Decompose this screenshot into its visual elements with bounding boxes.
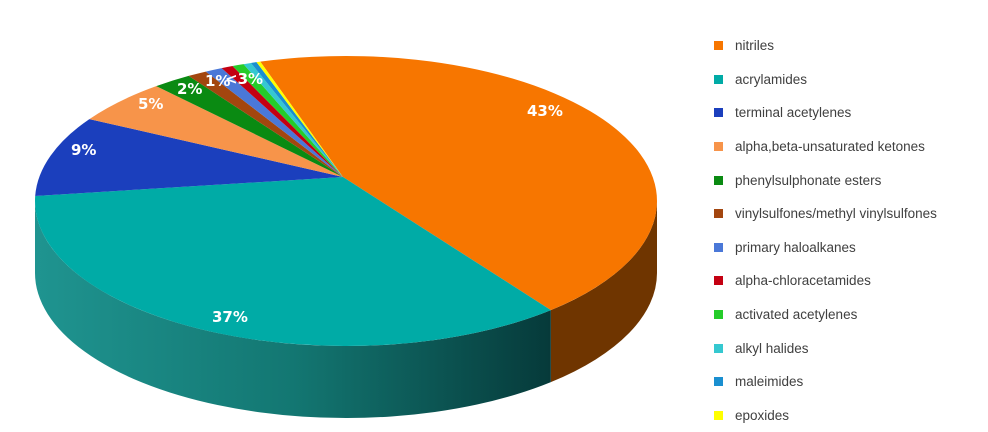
legend-item-activated-acetylenes: activated acetylenes: [714, 298, 937, 332]
pie-slice-acrylamides: [34, 177, 551, 346]
legend-label: maleimides: [735, 374, 804, 390]
pie-slice-alpha-beta-unsaturated-ketones: [89, 86, 343, 177]
legend-label: nitriles: [735, 38, 775, 54]
pie-side-acrylamides: [35, 201, 551, 418]
legend-item-primary-haloalkanes: primary haloalkanes: [714, 231, 937, 265]
legend-swatch: [714, 41, 723, 51]
legend-item-maleimides: maleimides: [714, 365, 937, 399]
legend-item-alpha-beta-unsaturated-ketones: alpha,beta-unsaturated ketones: [714, 130, 937, 164]
legend-label: alkyl halides: [735, 340, 809, 356]
legend-label: phenylsulphonate esters: [735, 172, 882, 188]
pie-slice-phenylsulphonate-esters: [156, 75, 343, 177]
legend-item-terminal-acetylenes: terminal acetylenes: [714, 96, 937, 130]
pie-slice-epoxides: [256, 61, 343, 178]
legend-swatch: [714, 377, 723, 387]
legend-swatch: [714, 108, 723, 118]
pie-side-nitriles: [550, 201, 657, 383]
legend-label: vinylsulfones/methyl vinylsulfones: [735, 206, 937, 222]
data-label-terminal-acetylenes: 9%: [71, 141, 96, 159]
legend-swatch: [714, 343, 723, 353]
legend-label: primary haloalkanes: [735, 239, 856, 255]
legend-label: terminal acetylenes: [735, 105, 852, 121]
pie-slice-terminal-acetylenes: [35, 119, 343, 196]
legend-item-nitriles: nitriles: [714, 29, 937, 63]
legend-swatch: [714, 142, 723, 152]
legend-label: acrylamides: [735, 71, 808, 87]
legend-swatch: [714, 175, 723, 185]
data-label-acrylamides: 37%: [212, 308, 248, 326]
legend-label: alpha-chloracetamides: [735, 273, 871, 289]
legend-item-alpha-chloracetamides: alpha-chloracetamides: [714, 264, 937, 298]
legend-item-phenylsulphonate-esters: phenylsulphonate esters: [714, 163, 937, 197]
data-label-vinylsulfones: 1%: [205, 72, 230, 90]
pie-slice-maleimides: [250, 62, 343, 177]
legend-swatch: [714, 242, 723, 252]
data-label-ketones: 5%: [138, 95, 163, 113]
pie-slice-vinylsulfones-methyl-vinylsulfones: [188, 71, 343, 177]
pie-slice-activated-acetylenes: [232, 64, 343, 177]
legend-label: epoxides: [735, 407, 790, 423]
legend: nitriles acrylamides terminal acetylenes al…: [714, 29, 937, 432]
legend-swatch: [714, 310, 723, 320]
data-label-phenylsulphonate: 2%: [177, 80, 202, 98]
pie-slice-alkyl-halides: [243, 62, 343, 177]
legend-item-vinylsulfones-methyl-vinylsulfones: vinylsulfones/methyl vinylsulfones: [714, 197, 937, 231]
legend-swatch: [714, 276, 723, 286]
pie-chart: 43% 37% 9% 5% 2% 1% <3%: [34, 55, 657, 418]
legend-swatch: [714, 209, 723, 219]
legend-swatch: [714, 410, 723, 420]
legend-item-acrylamides: acrylamides: [714, 63, 937, 97]
pie-slice-alpha-chloracetamides: [221, 65, 343, 177]
pie-slice-primary-haloalkanes: [205, 68, 343, 177]
legend-item-epoxides: epoxides: [714, 399, 937, 432]
data-label-nitriles: 43%: [527, 102, 563, 120]
legend-item-alkyl-halides: alkyl halides: [714, 331, 937, 365]
data-label-others: <3%: [225, 70, 263, 88]
pie-slice-nitriles: [260, 55, 657, 311]
legend-label: alpha,beta-unsaturated ketones: [735, 139, 925, 155]
legend-swatch: [714, 74, 723, 84]
legend-label: activated acetylenes: [735, 307, 858, 323]
